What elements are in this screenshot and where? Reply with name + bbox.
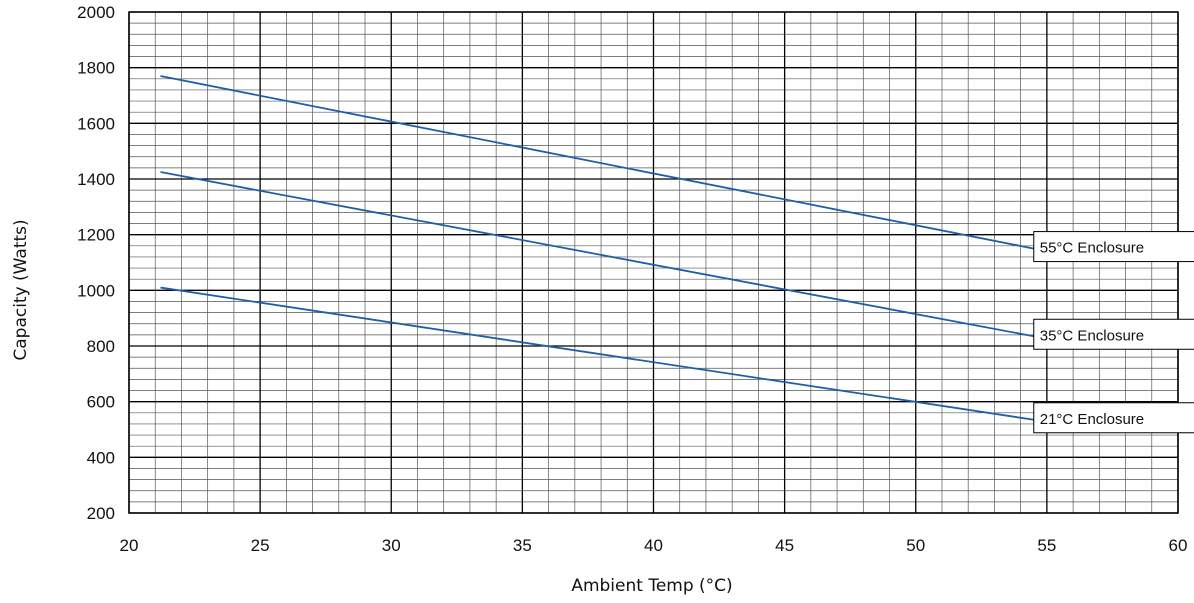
x-tick-label: 35 — [513, 536, 532, 555]
grid — [128, 11, 1179, 514]
series-line — [160, 171, 1034, 338]
plot-frame — [128, 11, 1179, 514]
x-tick-label: 30 — [382, 536, 401, 555]
y-tick-label: 1600 — [77, 114, 115, 133]
y-tick-label: 1000 — [77, 281, 115, 300]
x-tick-label: 55 — [1037, 536, 1056, 555]
y-tick-label: 1200 — [77, 226, 115, 245]
series-label-frame — [1033, 402, 1194, 434]
series-label-box: 35°C Enclosure — [1033, 318, 1194, 350]
x-tick-label: 60 — [1169, 536, 1188, 555]
x-tick-label: 20 — [120, 536, 139, 555]
x-tick-label: 25 — [251, 536, 270, 555]
y-tick-label: 800 — [87, 337, 115, 356]
series-label: 55°C Enclosure — [1040, 240, 1144, 257]
series-label-frame — [1033, 318, 1194, 350]
y-tick-label: 1800 — [77, 59, 115, 78]
y-axis-title: Capacity (Watts) — [11, 219, 31, 360]
series-label: 35°C Enclosure — [1040, 327, 1144, 344]
series-label: 21°C Enclosure — [1040, 411, 1144, 428]
x-tick-label: 50 — [906, 536, 925, 555]
series-label-box: 55°C Enclosure — [1033, 231, 1194, 263]
x-tick-label: 45 — [775, 536, 794, 555]
x-tick-label: 40 — [644, 536, 663, 555]
y-tick-label: 400 — [87, 448, 115, 467]
series-label-frame — [1033, 231, 1194, 263]
series-lines — [160, 75, 1034, 421]
x-axis-title: Ambient Temp (°C) — [571, 576, 732, 596]
series-labels: 55°C Enclosure 35°C Enclosure 21°C Enclosu… — [1033, 231, 1194, 434]
y-tick-label: 600 — [87, 393, 115, 412]
tick-labels: 20 25 30 35 40 45 50 55 60 200 400 600 800 1000 1200 14… — [77, 3, 1187, 555]
y-tick-label: 2000 — [77, 3, 115, 22]
series-label-box: 21°C Enclosure — [1033, 402, 1194, 434]
y-tick-label: 1400 — [77, 170, 115, 189]
series-line — [160, 286, 1034, 421]
y-tick-label: 200 — [87, 504, 115, 523]
series-line — [160, 75, 1034, 250]
